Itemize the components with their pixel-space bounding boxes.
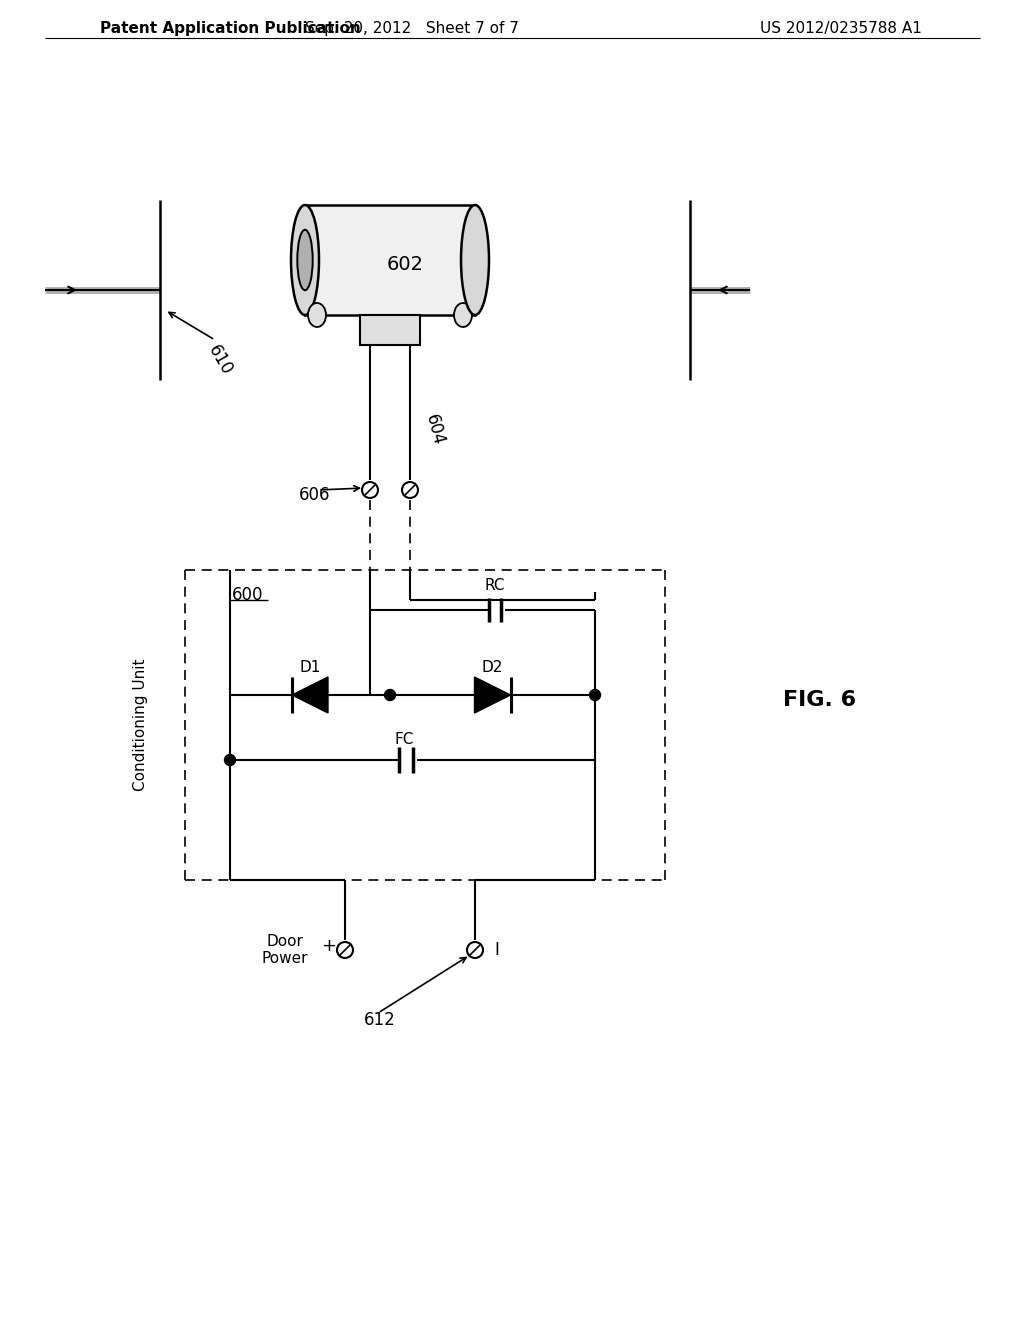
Circle shape: [402, 482, 418, 498]
Circle shape: [467, 942, 483, 958]
Text: D2: D2: [482, 660, 503, 675]
Ellipse shape: [291, 205, 319, 315]
Text: +: +: [322, 937, 337, 954]
Text: FIG. 6: FIG. 6: [783, 690, 856, 710]
Text: Conditioning Unit: Conditioning Unit: [132, 659, 147, 791]
Text: 612: 612: [365, 1011, 396, 1030]
Ellipse shape: [297, 230, 312, 290]
Circle shape: [337, 942, 353, 958]
Circle shape: [590, 689, 600, 701]
Polygon shape: [292, 677, 328, 713]
Text: RC: RC: [484, 578, 505, 593]
Text: 600: 600: [232, 586, 264, 605]
Circle shape: [362, 482, 378, 498]
Ellipse shape: [461, 205, 489, 315]
Text: Patent Application Publication: Patent Application Publication: [100, 21, 360, 36]
Text: I: I: [495, 941, 500, 960]
Circle shape: [384, 689, 395, 701]
Text: 604: 604: [422, 412, 447, 447]
Text: 610: 610: [205, 342, 236, 379]
Ellipse shape: [454, 304, 472, 327]
Text: Door
Power: Door Power: [262, 933, 308, 966]
Bar: [360, 315, 420, 345]
Text: D1: D1: [299, 660, 321, 675]
Polygon shape: [474, 677, 511, 713]
Circle shape: [224, 755, 236, 766]
Ellipse shape: [308, 304, 326, 327]
Text: 602: 602: [386, 256, 424, 275]
Bar: [305, 205, 475, 315]
Text: US 2012/0235788 A1: US 2012/0235788 A1: [760, 21, 922, 36]
Text: 606: 606: [299, 486, 331, 504]
Text: FC: FC: [395, 733, 414, 747]
Text: Sep. 20, 2012   Sheet 7 of 7: Sep. 20, 2012 Sheet 7 of 7: [305, 21, 519, 36]
